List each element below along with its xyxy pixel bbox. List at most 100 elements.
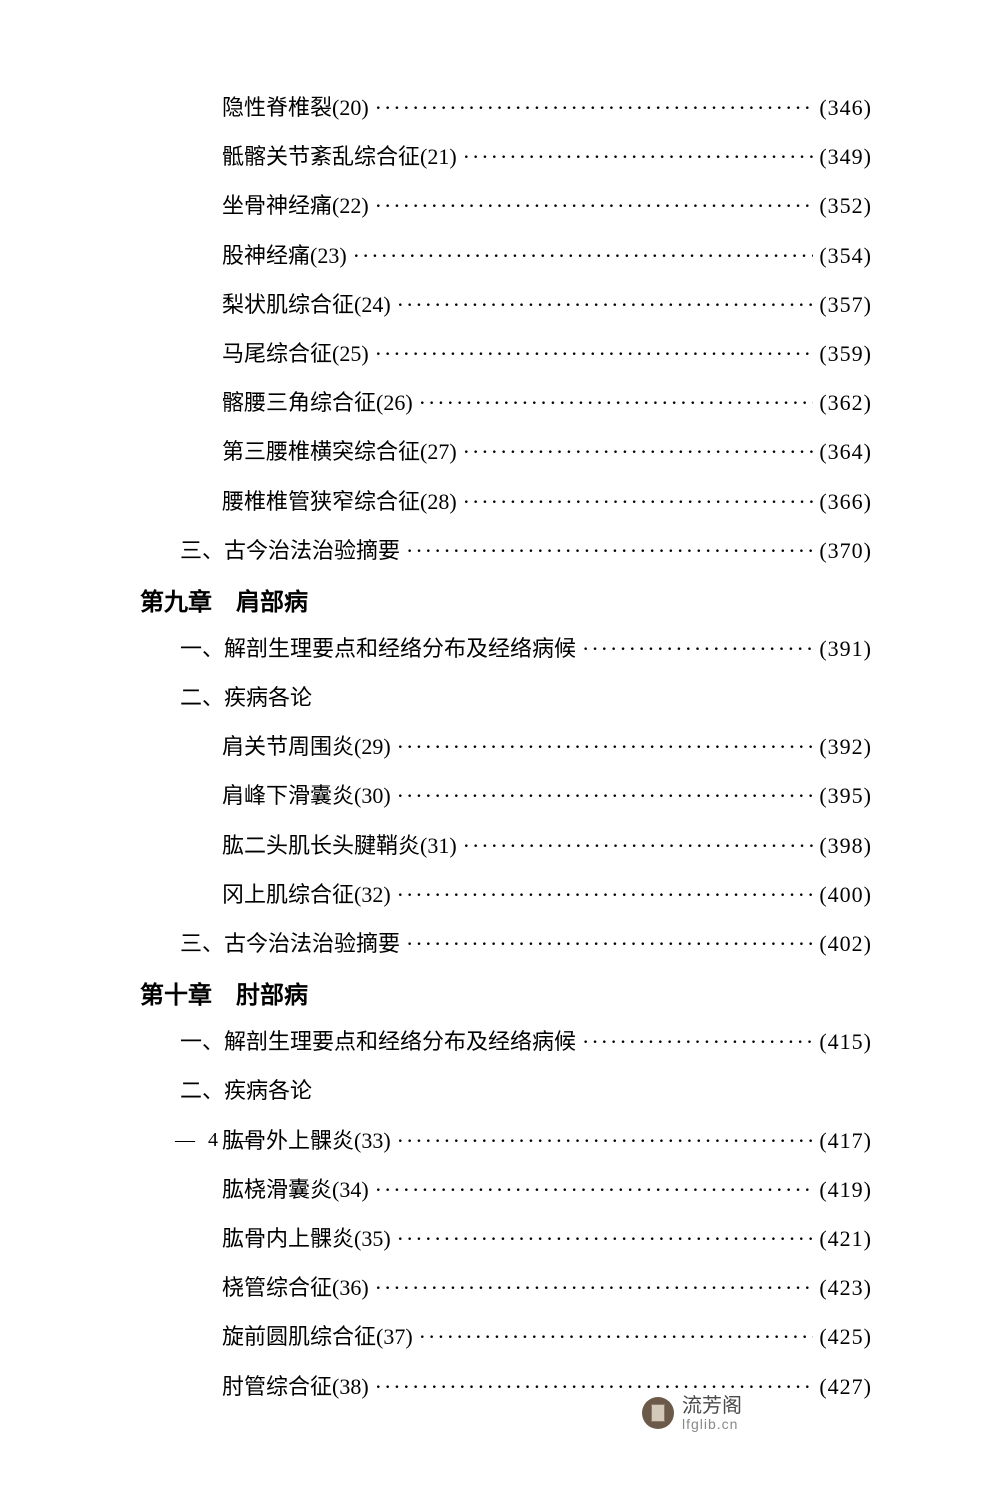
- toc-page-number: (423): [819, 1270, 872, 1305]
- toc-label: 骶髂关节紊乱综合征(21): [222, 139, 457, 174]
- toc-label: 肩峰下滑囊炎(30): [222, 778, 391, 813]
- watermark-name: 流芳阁: [682, 1395, 742, 1417]
- toc-entry: 肩关节周围炎(29) (392): [140, 729, 872, 764]
- toc-label: 肱骨内上髁炎(35): [222, 1221, 391, 1256]
- toc-label: 肘管综合征(38): [222, 1369, 369, 1404]
- toc-entry: 一、解剖生理要点和经络分布及经络病候 (415): [140, 1024, 872, 1059]
- toc-label: 腰椎椎管狭窄综合征(28): [222, 484, 457, 519]
- toc-page-number: (415): [819, 1024, 872, 1059]
- toc-leader-dots: [397, 1221, 814, 1256]
- toc-entry: 肘管综合征(38) (427): [140, 1369, 872, 1404]
- toc-leader-dots: [353, 238, 814, 273]
- toc-page-number: (425): [819, 1319, 872, 1354]
- toc-leader-dots: [419, 385, 814, 420]
- toc-entry: 梨状肌综合征(24) (357): [140, 287, 872, 322]
- toc-leader-dots: [397, 1123, 814, 1158]
- toc-page-number: (346): [819, 90, 872, 125]
- toc-entry: 髂腰三角综合征(26) (362): [140, 385, 872, 420]
- toc-page-number: (349): [819, 139, 872, 174]
- toc-leader-dots: [397, 729, 814, 764]
- toc-entry: 肱二头肌长头腱鞘炎(31) (398): [140, 828, 872, 863]
- toc-page-number: (352): [819, 188, 872, 223]
- toc-label: 梨状肌综合征(24): [222, 287, 391, 322]
- toc-leader-dots: [582, 1024, 813, 1059]
- toc-label: 一、解剖生理要点和经络分布及经络病候: [180, 1024, 576, 1059]
- toc-entry: 三、古今治法治验摘要 (370): [140, 533, 872, 568]
- toc-page-number: (370): [819, 533, 872, 568]
- toc-leader-dots: [463, 139, 814, 174]
- page-number: — 4 —: [175, 1129, 255, 1152]
- toc-leader-dots: [406, 926, 813, 961]
- toc-section: 二、疾病各论: [140, 1073, 872, 1108]
- toc-page-number: (419): [819, 1172, 872, 1207]
- toc-label: 马尾综合征(25): [222, 336, 369, 371]
- toc-entry: 肩峰下滑囊炎(30) (395): [140, 778, 872, 813]
- toc-entry: 骶髂关节紊乱综合征(21) (349): [140, 139, 872, 174]
- toc-page-number: (398): [819, 828, 872, 863]
- chapter-heading: 第十章 肘部病: [140, 975, 872, 1010]
- toc-leader-dots: [463, 484, 814, 519]
- toc-leader-dots: [375, 1270, 814, 1305]
- toc-leader-dots: [406, 533, 813, 568]
- toc-entry: 第三腰椎横突综合征(27) (364): [140, 434, 872, 469]
- toc-label: 一、解剖生理要点和经络分布及经络病候: [180, 631, 576, 666]
- toc-label: 冈上肌综合征(32): [222, 877, 391, 912]
- toc-label: 股神经痛(23): [222, 238, 347, 273]
- toc-label: 第三腰椎横突综合征(27): [222, 434, 457, 469]
- toc-leader-dots: [463, 828, 814, 863]
- toc-leader-dots: [463, 434, 814, 469]
- toc-label: 隐性脊椎裂(20): [222, 90, 369, 125]
- toc-label: 二、疾病各论: [180, 1073, 312, 1108]
- toc-content: 隐性脊椎裂(20) (346) 骶髂关节紊乱综合征(21) (349) 坐骨神经痛(22…: [140, 90, 872, 1418]
- toc-entry: 肱骨内上髁炎(35) (421): [140, 1221, 872, 1256]
- toc-leader-dots: [397, 877, 814, 912]
- toc-leader-dots: [582, 631, 813, 666]
- toc-page-number: (417): [819, 1123, 872, 1158]
- toc-page-number: (362): [819, 385, 872, 420]
- toc-leader-dots: [397, 778, 814, 813]
- toc-entry: 一、解剖生理要点和经络分布及经络病候 (391): [140, 631, 872, 666]
- toc-label: 坐骨神经痛(22): [222, 188, 369, 223]
- toc-entry: 桡管综合征(36) (423): [140, 1270, 872, 1305]
- toc-label: 肱二头肌长头腱鞘炎(31): [222, 828, 457, 863]
- toc-page-number: (354): [819, 238, 872, 273]
- toc-entry: 坐骨神经痛(22) (352): [140, 188, 872, 223]
- toc-leader-dots: [375, 1369, 814, 1404]
- toc-label: 肱桡滑囊炎(34): [222, 1172, 369, 1207]
- toc-entry: 腰椎椎管狭窄综合征(28) (366): [140, 484, 872, 519]
- toc-entry: 冈上肌综合征(32) (400): [140, 877, 872, 912]
- toc-label: 三、古今治法治验摘要: [180, 926, 400, 961]
- toc-label: 旋前圆肌综合征(37): [222, 1319, 413, 1354]
- toc-page-number: (366): [819, 484, 872, 519]
- toc-entry: 马尾综合征(25) (359): [140, 336, 872, 371]
- toc-label: 桡管综合征(36): [222, 1270, 369, 1305]
- toc-entry: 股神经痛(23) (354): [140, 238, 872, 273]
- toc-page-number: (395): [819, 778, 872, 813]
- toc-entry: 旋前圆肌综合征(37) (425): [140, 1319, 872, 1354]
- book-icon: [642, 1397, 674, 1429]
- toc-leader-dots: [375, 336, 814, 371]
- toc-entry: 肱桡滑囊炎(34) (419): [140, 1172, 872, 1207]
- toc-label: 肩关节周围炎(29): [222, 729, 391, 764]
- toc-page-number: (421): [819, 1221, 872, 1256]
- toc-page-number: (400): [819, 877, 872, 912]
- toc-leader-dots: [397, 287, 814, 322]
- toc-page-number: (392): [819, 729, 872, 764]
- chapter-heading: 第九章 肩部病: [140, 582, 872, 617]
- toc-leader-dots: [419, 1319, 814, 1354]
- watermark-url: lfglib.cn: [682, 1417, 742, 1432]
- toc-page-number: (357): [819, 287, 872, 322]
- toc-label: 髂腰三角综合征(26): [222, 385, 413, 420]
- toc-page-number: (402): [819, 926, 872, 961]
- toc-page-number: (391): [819, 631, 872, 666]
- toc-leader-dots: [375, 1172, 814, 1207]
- watermark: 流芳阁 lfglib.cn: [642, 1395, 742, 1432]
- toc-label: 三、古今治法治验摘要: [180, 533, 400, 568]
- toc-leader-dots: [375, 188, 814, 223]
- toc-label: 二、疾病各论: [180, 680, 312, 715]
- toc-page-number: (359): [819, 336, 872, 371]
- toc-page-number: (427): [819, 1369, 872, 1404]
- toc-leader-dots: [375, 90, 814, 125]
- toc-section: 二、疾病各论: [140, 680, 872, 715]
- toc-page-number: (364): [819, 434, 872, 469]
